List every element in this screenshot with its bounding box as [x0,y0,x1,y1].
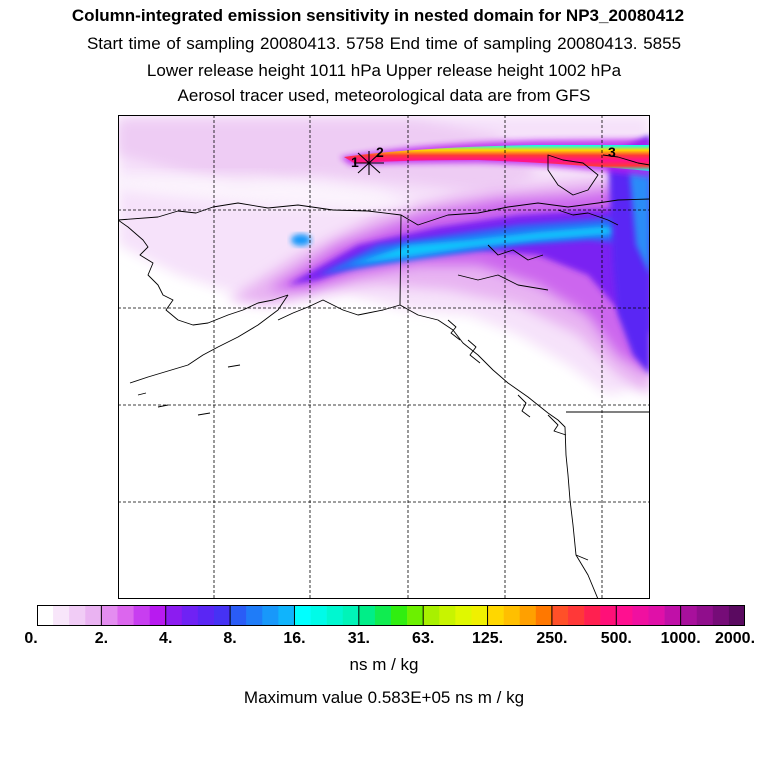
colorbar-swatch [374,605,392,626]
colorbar-unit: ns m / kg [349,655,419,674]
colorbar-tick-label: 63. [412,630,435,647]
colorbar-swatch [181,605,199,626]
colorbar-swatch [584,605,601,626]
colorbar-tick-label: 2. [94,630,109,647]
colorbar [37,605,745,626]
colorbar-tick-label: 2000. [714,630,756,647]
colorbar-swatch [648,605,665,626]
colorbar-swatch [358,605,376,626]
colorbar-tick-label: 1000. [660,630,701,647]
colorbar-swatch [471,605,488,626]
colorbar-swatch [519,605,537,626]
colorbar-swatch [503,605,521,626]
colorbar-swatch [551,605,569,626]
colorbar-swatch [616,605,633,626]
colorbar-swatch [696,605,714,626]
colorbar-swatch [326,605,344,626]
colorbar-tick-label: 8. [223,630,237,647]
colorbar-swatch [407,605,424,626]
tracer-info-line: Aerosol tracer used, meteorological data… [177,86,591,105]
colorbar-swatch [439,605,456,626]
colorbar-swatch [165,605,183,626]
colorbar-dividers [100,605,682,626]
colorbar-swatch [294,605,311,626]
colorbar-swatch [568,605,585,626]
colorbar-tick-label: 16. [283,630,306,647]
colorbar-swatch [262,605,279,626]
colorbar-tick-label: 0. [24,630,38,647]
colorbar-swatch [455,605,472,626]
colorbar-tick-label: 500. [600,630,632,647]
colorbar-swatch [423,605,440,626]
colorbar-swatch [728,605,745,626]
colorbar-swatch [37,605,54,626]
marker-2: 2 [376,144,384,160]
colorbar-swatch [149,605,167,626]
colorbar-tick-label: 125. [471,630,504,647]
marker-3: 3 [608,144,616,160]
map-frame [118,115,650,599]
colorbar-tick-label: 4. [159,630,173,647]
plot-title: Column-integrated emission sensitivity i… [71,6,685,25]
colorbar-swatch [664,605,681,626]
lat-lon-grid [118,115,650,599]
colorbar-swatch [69,605,86,626]
coastlines [118,154,650,599]
colorbar-swatch [101,605,118,626]
colorbar-swatch [117,605,134,626]
release-height-line: Lower release height 1011 hPa Upper rele… [146,61,622,80]
colorbar-swatch [632,605,649,626]
colorbar-swatch [230,605,247,626]
colorbar-swatch [391,605,408,626]
colorbar-tick-label: 250. [536,630,568,647]
release-markers: 1 2 3 [351,144,616,175]
colorbar-swatch [85,605,102,626]
max-value-text: Maximum value 0.583E+05 ns m / kg [243,688,525,707]
colorbar-swatch [133,605,150,626]
colorbar-tick-labels: 0. 2. 4. 8. 16. 31. 63. 125. 250. 500. 1000. 2000. [0,630,768,652]
colorbar-swatch [214,605,231,626]
sensitivity-map: 1 2 3 [118,115,650,599]
sampling-time-line: Start time of sampling 20080413. 5758 En… [86,34,682,53]
colorbar-swatch [487,605,504,626]
colorbar-swatch [600,605,617,626]
marker-1: 1 [351,154,359,170]
colorbar-swatch [535,605,553,626]
colorbar-swatch [246,605,263,626]
colorbar-swatch [310,605,327,626]
colorbar-swatch [278,605,295,626]
colorbar-swatch [680,605,698,626]
colorbar-swatch [342,605,360,626]
colorbar-swatch [712,605,730,626]
colorbar-tick-label: 31. [347,630,370,647]
colorbar-swatch [53,605,70,626]
sensitivity-field [118,115,650,395]
colorbar-swatches [37,605,745,626]
colorbar-swatch [197,605,215,626]
colorbar-frame [37,605,745,626]
